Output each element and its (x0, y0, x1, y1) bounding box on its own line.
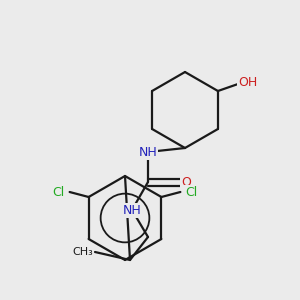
Text: Cl: Cl (185, 185, 198, 199)
Text: NH: NH (123, 203, 141, 217)
Text: O: O (181, 176, 191, 188)
Text: NH: NH (139, 146, 158, 158)
Text: OH: OH (238, 76, 257, 89)
Text: Cl: Cl (52, 185, 64, 199)
Text: CH₃: CH₃ (72, 247, 93, 257)
